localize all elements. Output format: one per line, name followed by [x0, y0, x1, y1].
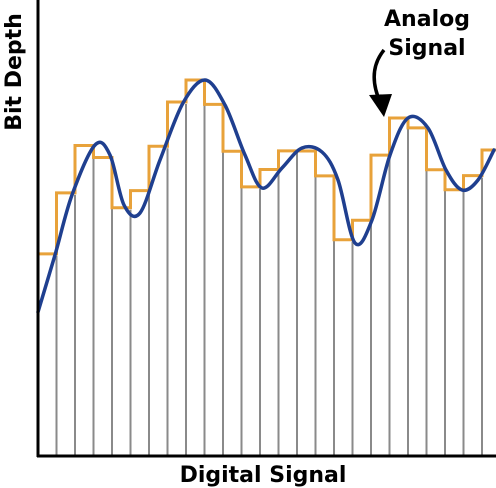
analog-signal-curve	[36, 78, 496, 314]
annotation-label-line1: Analog	[384, 7, 470, 32]
annotation-arrow-head	[369, 94, 392, 117]
annotation-label-line2: Signal	[388, 36, 465, 61]
y-axis-label: Bit Depth	[2, 13, 27, 131]
digital-step-signal	[38, 78, 496, 256]
annotation-arrow	[369, 48, 392, 117]
axes	[36, 0, 496, 458]
sample-lines	[55, 82, 483, 455]
x-axis-label: Digital Signal	[180, 463, 347, 488]
